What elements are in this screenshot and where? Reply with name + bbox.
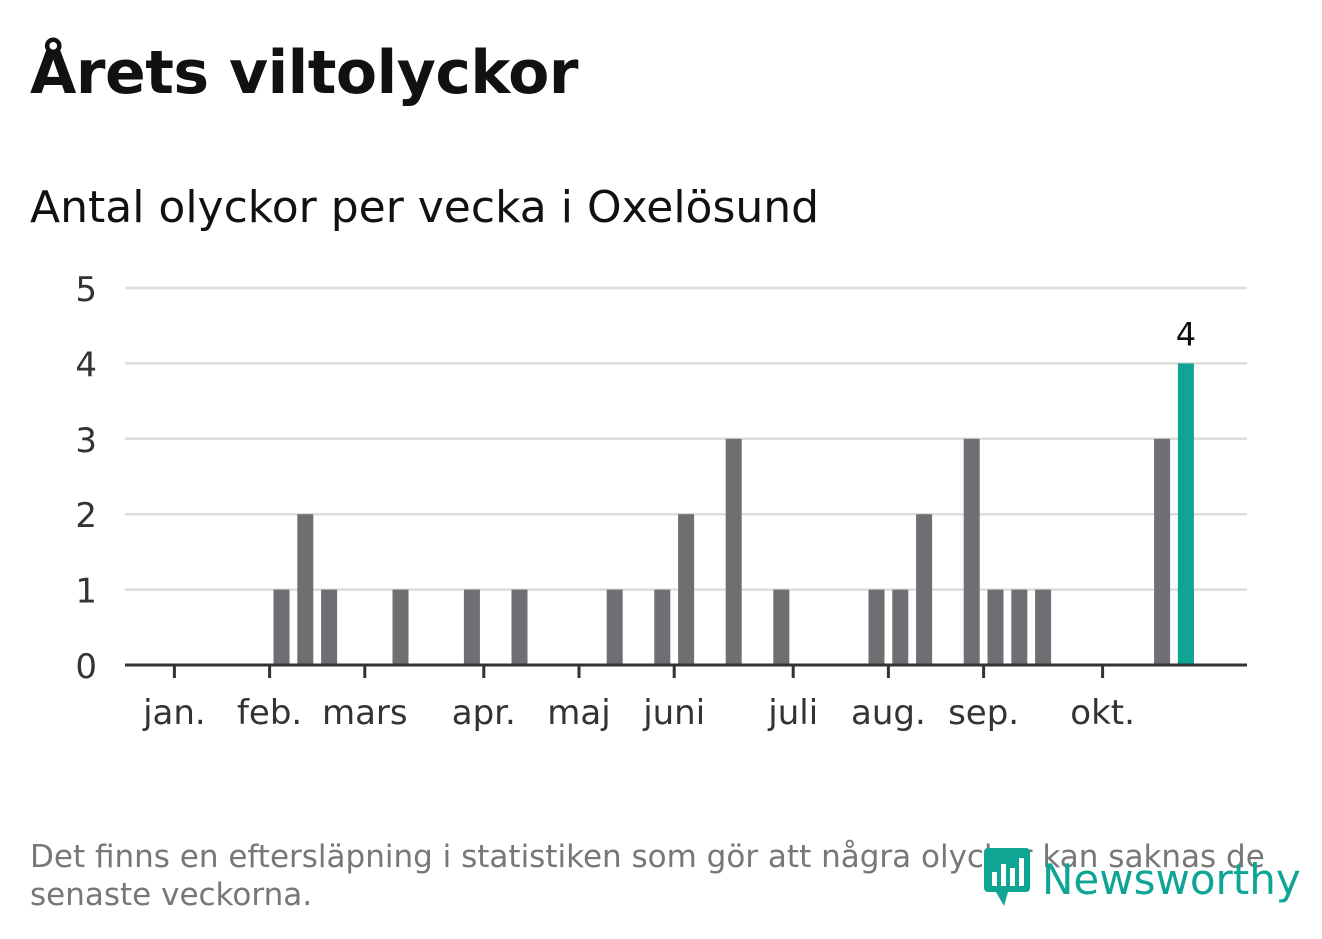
x-tick-label: aug. [851, 693, 926, 733]
bar-week-20 [606, 589, 623, 665]
x-tick-label: maj [547, 693, 610, 733]
bar-week-38 [1035, 589, 1052, 665]
bar-week-23 [678, 514, 695, 665]
y-tick-label: 1 [75, 572, 97, 612]
x-axis [125, 663, 1247, 678]
x-tick-label: feb. [237, 693, 302, 733]
bar-week-11 [392, 589, 409, 665]
bar-week-31 [868, 589, 885, 665]
bar-week-32 [892, 589, 909, 665]
bar-week-25 [725, 438, 742, 665]
bar-week-14 [463, 589, 480, 665]
chart-title: Årets viltolyckor [30, 38, 579, 108]
y-tick-label: 2 [75, 496, 97, 536]
x-tick-label: juni [642, 693, 705, 733]
data-label: 4 [1176, 315, 1196, 353]
bar-week-7 [297, 514, 314, 665]
y-axis-labels: 0 1 2 3 4 5 [75, 270, 97, 687]
chart-subtitle: Antal olyckor per vecka i Oxelösund [30, 182, 820, 233]
y-tick-label: 4 [75, 345, 97, 385]
x-tick-label: jan. [142, 693, 206, 733]
footnote: Det finns en eftersläpning i statistiken… [30, 839, 1265, 913]
brand-name[interactable]: Newsworthy [1042, 854, 1301, 904]
bar-week-43 [1154, 438, 1171, 665]
newsworthy-logo-icon [984, 848, 1030, 906]
bar-chart: 4 0 1 2 3 4 5 jan. feb. mars apr. maj juni juli aug.… [75, 270, 1247, 733]
x-tick-label: juli [767, 693, 818, 733]
x-tick-label: mars [322, 693, 408, 733]
bar-week-8 [321, 589, 338, 665]
x-axis-labels: jan. feb. mars apr. maj juni juli aug. sep. okt. [142, 693, 1135, 733]
bar-highlight [1177, 363, 1194, 665]
y-tick-label: 5 [75, 270, 97, 310]
x-tick-label: sep. [948, 693, 1019, 733]
y-tick-label: 0 [75, 647, 97, 687]
bar-week-33 [916, 514, 933, 665]
bar-week-6 [273, 589, 290, 665]
bar-week-36 [987, 589, 1004, 665]
x-tick-label: okt. [1070, 693, 1135, 733]
bar-week-16 [511, 589, 528, 665]
bar-week-35 [963, 438, 980, 665]
bar-week-37 [1011, 589, 1028, 665]
bar-week-22 [654, 589, 671, 665]
y-tick-label: 3 [75, 421, 97, 461]
bars: 4 [273, 315, 1196, 665]
x-tick-label: apr. [452, 693, 516, 733]
brand-logo[interactable]: Newsworthy [982, 846, 1301, 912]
bar-week-27 [773, 589, 790, 665]
